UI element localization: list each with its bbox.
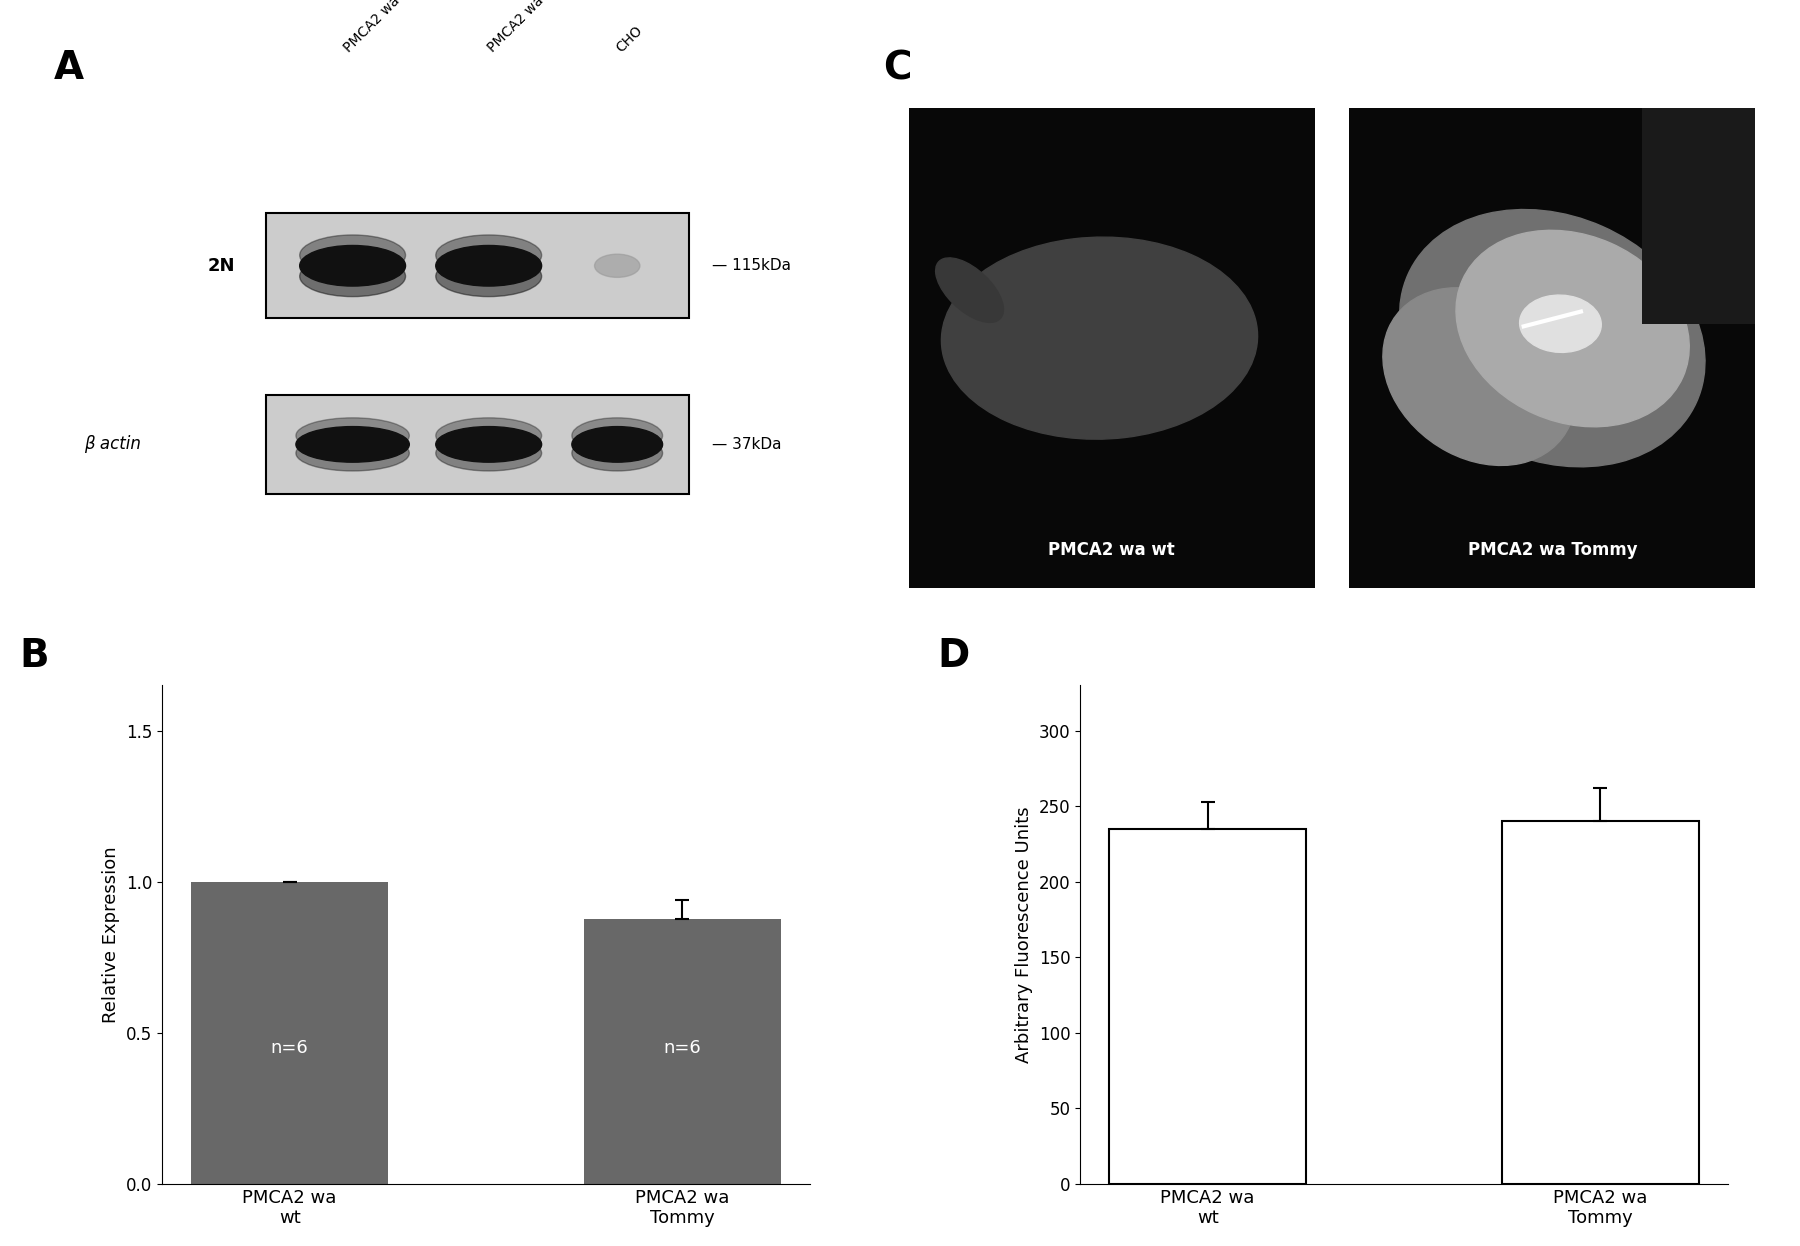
Text: C: C [882,49,911,87]
Ellipse shape [295,426,409,462]
Ellipse shape [572,426,662,462]
Ellipse shape [436,435,542,471]
Text: B: B [20,638,49,675]
Ellipse shape [436,245,542,287]
Ellipse shape [436,426,542,462]
Ellipse shape [936,258,1003,323]
Ellipse shape [594,254,639,278]
Ellipse shape [572,435,662,471]
Bar [909,107,1314,588]
Bar [1503,821,1699,1184]
Ellipse shape [436,417,542,454]
Ellipse shape [1400,209,1705,467]
Ellipse shape [299,235,405,275]
Bar [1350,107,1755,588]
Bar [1642,107,1755,324]
Y-axis label: Relative Expression: Relative Expression [103,846,121,1023]
Bar [266,213,689,319]
Ellipse shape [1382,288,1575,466]
Ellipse shape [295,435,409,471]
Ellipse shape [436,235,542,275]
Bar [585,920,781,1184]
Text: A: A [54,49,85,87]
Ellipse shape [299,245,405,287]
Ellipse shape [295,417,409,454]
Text: PMCA2 wa Tommy: PMCA2 wa Tommy [1467,541,1638,558]
Ellipse shape [1456,231,1688,427]
Ellipse shape [941,237,1258,439]
Ellipse shape [299,255,405,297]
Text: CHO: CHO [614,24,644,55]
Bar [266,395,689,495]
Text: D: D [938,638,970,675]
Text: — 37kDa: — 37kDa [711,437,781,452]
Ellipse shape [572,417,662,454]
Bar [1109,829,1305,1184]
Text: — 115kDa: — 115kDa [711,258,790,273]
Text: PMCA2 wa wt: PMCA2 wa wt [342,0,418,55]
Text: PMCA2 wa Tommy: PMCA2 wa Tommy [484,0,585,55]
Text: n=6: n=6 [664,1039,702,1057]
Ellipse shape [436,255,542,297]
Y-axis label: Arbitrary Fluorescence Units: Arbitrary Fluorescence Units [1015,806,1033,1063]
Ellipse shape [1519,295,1602,353]
Text: 2N: 2N [209,257,236,275]
Bar [191,882,387,1184]
Text: β actin: β actin [85,435,140,454]
Text: PMCA2 wa wt: PMCA2 wa wt [1048,541,1175,558]
Text: n=6: n=6 [270,1039,308,1057]
